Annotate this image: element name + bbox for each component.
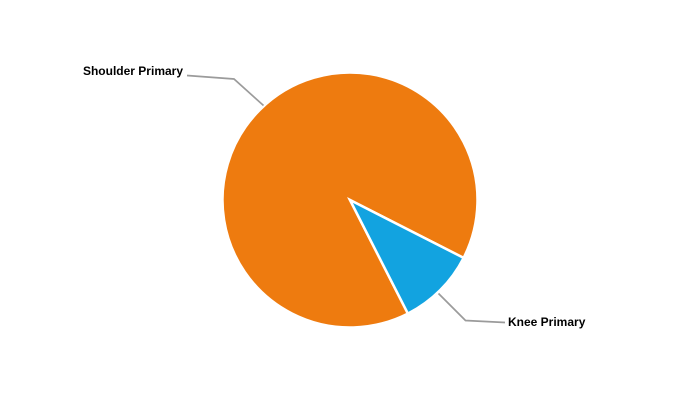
- pie-label-knee-primary: Knee Primary: [508, 315, 586, 329]
- pie-label-shoulder-primary: Shoulder Primary: [82, 64, 183, 78]
- leader-line-shoulder-primary: [186, 74, 265, 107]
- leader-line-knee-primary: [437, 292, 506, 324]
- pie-slice-knee-primary[interactable]: [347, 197, 466, 316]
